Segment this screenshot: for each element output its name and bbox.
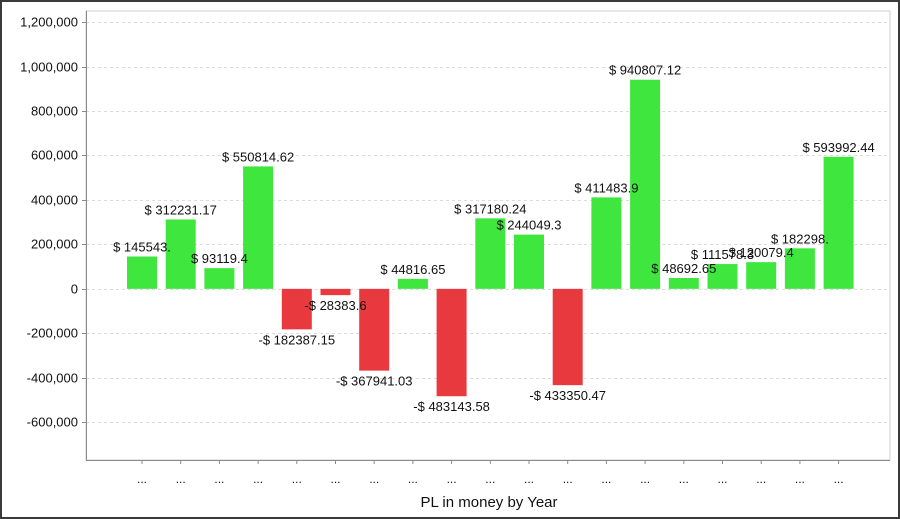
x-tick-label: ...: [524, 472, 534, 486]
x-tick-label: ...: [253, 472, 263, 486]
x-tick-label: ...: [601, 472, 611, 486]
x-tick-label: ...: [485, 472, 495, 486]
data-label: $ 244049.3: [496, 218, 561, 233]
bar: [591, 197, 622, 289]
data-labels: $ 145543. $ 312231.17 $ 93119.4 $ 550814.62…: [113, 63, 875, 415]
bar: [552, 288, 583, 386]
y-tick-label: 400,000: [31, 193, 78, 208]
data-label: $ 111578.3: [691, 247, 754, 262]
x-tick-labels: ........................................…: [137, 472, 844, 486]
bar: [514, 234, 544, 289]
x-tick-label: ...: [717, 472, 727, 486]
bar: [320, 288, 351, 296]
bar: [127, 256, 157, 289]
y-tick-label: 1,000,000: [20, 60, 78, 75]
data-label: -$ 182387.15: [258, 332, 335, 347]
bar: [475, 218, 506, 289]
axes: [82, 10, 891, 464]
y-tick-label: 200,000: [31, 237, 78, 252]
grid-lines: [86, 22, 890, 423]
data-label: $ 317180.24: [454, 201, 526, 216]
data-label: $ 312231.17: [145, 202, 217, 217]
bar: [359, 288, 390, 371]
data-label: $ 593992.44: [802, 140, 874, 155]
bar: [746, 262, 777, 289]
x-tick-label: ...: [834, 472, 844, 486]
y-tick-label: 1,200,000: [20, 15, 78, 30]
data-label: $ 411483.9: [574, 180, 638, 195]
data-label: $ 182298.: [771, 231, 829, 246]
x-tick-label: ...: [176, 472, 186, 486]
bar: [668, 278, 699, 289]
x-tick-label: ...: [679, 472, 689, 486]
bar: [243, 166, 274, 289]
bar: [784, 248, 815, 289]
x-tick-label: ...: [292, 472, 302, 486]
y-tick-label: 0: [71, 282, 78, 297]
x-tick-label: ...: [330, 472, 340, 486]
data-label: $ 145543.: [113, 239, 171, 254]
bar: [397, 278, 428, 289]
bars: [127, 79, 854, 397]
bar: [165, 219, 196, 289]
bar: [630, 79, 661, 289]
x-tick-label: ...: [369, 472, 379, 486]
data-label: -$ 28383.6: [304, 298, 366, 313]
bar: [281, 288, 312, 330]
bar: [823, 156, 854, 289]
data-label: $ 93119.4: [191, 251, 248, 266]
data-label: -$ 367941.03: [336, 374, 413, 389]
data-label: $ 120079.4: [729, 245, 794, 260]
y-tick-label: 800,000: [31, 104, 78, 119]
x-tick-label: ...: [756, 472, 766, 486]
x-tick-label: ...: [408, 472, 418, 486]
bar: [436, 288, 467, 397]
x-tick-label: ...: [214, 472, 224, 486]
data-label: $ 48692.65: [651, 261, 716, 276]
data-label: $ 44816.65: [380, 262, 445, 277]
y-tick-label: -600,000: [27, 415, 78, 430]
y-tick-label: -200,000: [27, 326, 78, 341]
x-axis-title: PL in money by Year: [420, 494, 557, 511]
x-tick-label: ...: [137, 472, 147, 486]
data-label: -$ 433350.47: [529, 388, 606, 403]
bar: [204, 268, 235, 289]
x-tick-label: ...: [640, 472, 650, 486]
data-label: -$ 483143.58: [413, 399, 490, 414]
y-tick-labels: 1,200,000 1,000,000 800,000 600,000 400,000 2…: [20, 15, 78, 430]
y-tick-label: 600,000: [31, 148, 78, 163]
x-tick-label: ...: [795, 472, 805, 486]
data-label: $ 940807.12: [609, 63, 681, 78]
data-label: $ 550814.62: [222, 149, 294, 164]
x-tick-label: ...: [563, 472, 573, 486]
y-tick-label: -400,000: [27, 371, 78, 386]
x-tick-label: ...: [447, 472, 457, 486]
bar: [707, 264, 738, 289]
